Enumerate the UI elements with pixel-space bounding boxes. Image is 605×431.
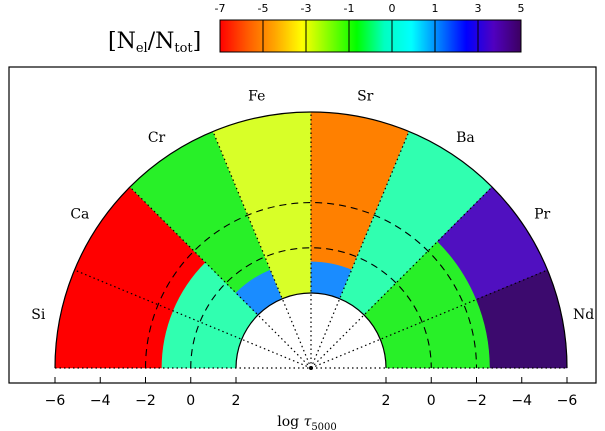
x-axis-label-sub: 5000 <box>311 422 336 431</box>
x-tick-label: 0 <box>427 393 436 409</box>
element-labels: Si Ca Cr Fe Sr Ba Pr Nd <box>31 88 594 322</box>
x-tick-label: −4 <box>90 393 111 409</box>
x-tick-label: 2 <box>382 393 391 409</box>
colorbar-title-main: N <box>117 29 136 54</box>
label-pr: Pr <box>534 207 550 223</box>
label-nd: Nd <box>573 307 594 323</box>
colorbar-tick-label: 3 <box>475 2 482 15</box>
colorbar-title-sub-den: tot <box>174 41 193 56</box>
plot-frame <box>8 66 597 384</box>
colorbar-title-sub-num: el <box>136 41 148 56</box>
x-axis-label-tau: τ <box>304 414 312 430</box>
colorbar: -7 -5 -3 -1 0 1 3 5 [Nel/Ntot] <box>108 2 525 56</box>
colorbar-tick-label: 0 <box>389 2 396 15</box>
colorbar-scale <box>219 19 522 53</box>
label-sr: Sr <box>357 88 374 104</box>
colorbar-tick-label: -1 <box>344 2 355 15</box>
center-dot <box>309 366 313 370</box>
colorbar-tick-label: -3 <box>301 2 312 15</box>
x-tick-label: −2 <box>135 393 156 409</box>
label-ba: Ba <box>456 130 475 146</box>
x-axis-ticks: −6 −4 −2 0 2 2 0 −2 −4 −6 <box>45 377 578 409</box>
colorbar-bracket-open: [ <box>108 29 117 54</box>
x-tick-label: −6 <box>557 393 578 409</box>
colorbar-tick-label: -7 <box>215 2 226 15</box>
x-axis-label-main: log <box>277 414 303 430</box>
x-tick-label: −4 <box>511 393 532 409</box>
x-tick-label: −2 <box>466 393 487 409</box>
label-fe: Fe <box>248 88 265 104</box>
colorbar-tick-label: -5 <box>258 2 269 15</box>
x-axis-label: log τ5000 <box>277 414 337 431</box>
label-cr: Cr <box>148 130 166 146</box>
x-tick-label: −6 <box>45 393 66 409</box>
colorbar-title: [Nel/Ntot] <box>108 29 201 56</box>
label-ca: Ca <box>70 207 89 223</box>
colorbar-title-sep: /N <box>148 29 175 54</box>
colorbar-tick-label: 5 <box>518 2 525 15</box>
overlay <box>54 111 568 370</box>
outer-arc <box>54 111 568 369</box>
x-tick-label: 2 <box>232 393 241 409</box>
x-tick-label: 0 <box>186 393 195 409</box>
label-si: Si <box>31 307 46 323</box>
colorbar-bracket-close: ] <box>193 29 202 54</box>
colorbar-tick-label: 1 <box>432 2 439 15</box>
